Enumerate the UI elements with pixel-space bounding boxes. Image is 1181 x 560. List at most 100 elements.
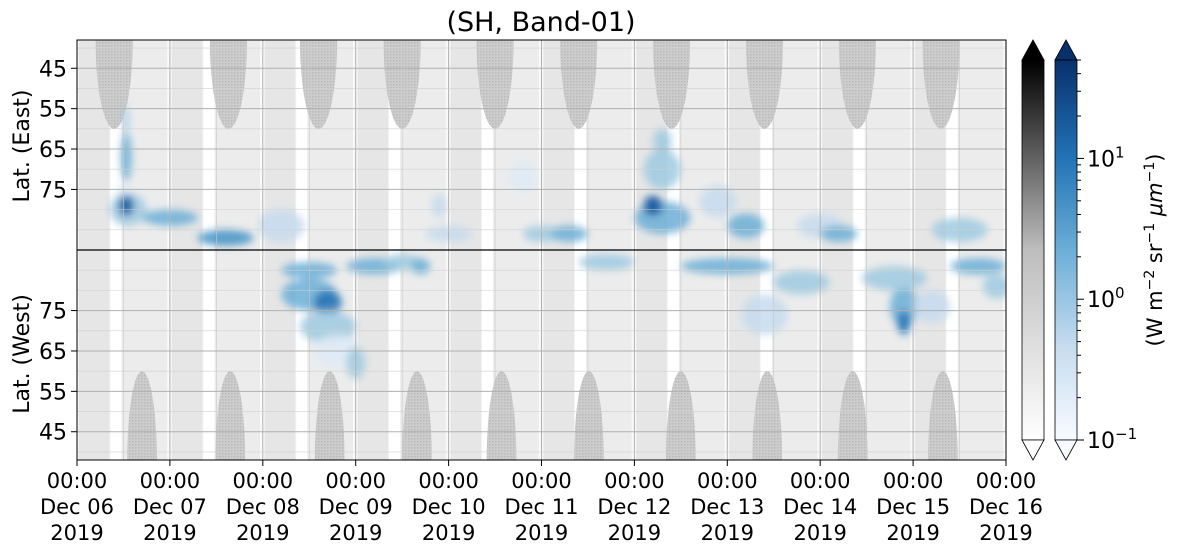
radiance-blob	[897, 310, 911, 335]
polar-cap-bottom	[215, 371, 246, 460]
x-tick-line: Dec 15	[876, 495, 950, 519]
x-tick-line: 2019	[886, 521, 939, 545]
x-tick-line: 00:00	[697, 469, 758, 493]
x-tick-label: 00:00 Dec 16 2019	[969, 469, 1043, 545]
radiance-blob	[727, 213, 765, 238]
colorbar-label-unit: μm	[1143, 182, 1167, 223]
x-tick-line: 2019	[979, 521, 1032, 545]
x-tick-line: Dec 14	[783, 495, 857, 519]
radiance-blob	[313, 290, 342, 315]
y-tick-label: 75	[39, 178, 67, 203]
y-tick-label: 75	[39, 300, 67, 325]
y-axis-upper-label: Lat. (East)	[10, 90, 35, 203]
polar-cap-bottom	[402, 371, 432, 460]
polar-cap-top	[209, 40, 248, 129]
colorbar-ticks: 101 100 10−1	[1077, 59, 1137, 454]
radiance-blob	[197, 229, 254, 246]
polar-cap-bottom	[127, 371, 157, 460]
y-tick-label: 45	[39, 421, 67, 446]
x-tick-line: 2019	[422, 521, 475, 545]
colorbar-label-exp3: −1	[1142, 162, 1158, 183]
colorbar-label-close: )	[1143, 154, 1167, 162]
x-tick-line: Dec 06	[40, 495, 114, 519]
x-tick-label: 00:00 Dec 11 2019	[504, 469, 578, 545]
radiance-blob	[741, 294, 788, 335]
radiance-blob	[652, 128, 672, 154]
x-tick-line: 00:00	[883, 469, 944, 493]
polar-cap-top	[922, 40, 960, 129]
x-tick-line: Dec 16	[969, 495, 1043, 519]
x-tick-label: 00:00 Dec 09 2019	[319, 469, 393, 545]
x-tick-label: 00:00 Dec 12 2019	[597, 469, 671, 545]
polar-cap-bottom	[837, 371, 868, 460]
x-tick-label: 00:00 Dec 08 2019	[226, 469, 300, 545]
radiance-blob	[411, 258, 431, 275]
x-tick-label: 00:00 Dec 07 2019	[133, 469, 207, 545]
radiance-blob	[120, 132, 132, 182]
colorbar-tick-label: 10−1	[1087, 425, 1137, 454]
chart-title: (SH, Band-01)	[446, 7, 635, 38]
colorbar-grey-extend-max	[1021, 39, 1045, 61]
x-tick-line: 00:00	[140, 469, 201, 493]
x-tick-line: 2019	[701, 521, 754, 545]
y-tick-label: 65	[39, 340, 67, 365]
plot-area	[77, 40, 1006, 460]
y-tick-label: 55	[39, 98, 67, 123]
x-tick-line: 00:00	[325, 469, 386, 493]
x-tick-line: 00:00	[790, 469, 851, 493]
colorbar-blue-bar	[1054, 59, 1078, 441]
polar-gap-caps	[95, 40, 960, 460]
radiance-blob	[773, 270, 830, 295]
x-tick-line: 00:00	[976, 469, 1037, 493]
x-tick-line: Dec 13	[690, 495, 764, 519]
x-tick-line: 2019	[515, 521, 568, 545]
x-tick-line: Dec 07	[133, 495, 207, 519]
x-tick-line: 2019	[608, 521, 661, 545]
colorbar-grey-extend-min	[1021, 439, 1045, 461]
colorbar-tick-label: 101	[1087, 143, 1125, 172]
x-tick-line: 2019	[793, 521, 846, 545]
radiance-blob	[299, 310, 356, 343]
x-tick-line: 2019	[143, 521, 196, 545]
colorbar-grey-bar	[1021, 59, 1045, 441]
polar-cap-bottom	[314, 371, 345, 460]
x-tick-label: 00:00 Dec 10 2019	[412, 469, 486, 545]
radiance-blob	[643, 195, 663, 216]
radiance-blob	[258, 209, 305, 242]
colorbar-grey	[1021, 39, 1045, 461]
y-tick-label: 55	[39, 380, 67, 405]
colorbar-label-main: (W m	[1143, 290, 1167, 346]
y-axis-ticks: 45 55 65 75 75 65 55 45	[39, 57, 77, 446]
y-tick-label: 65	[39, 138, 67, 163]
colorbar-label: (W m−2 sr−1 μm−1)	[1142, 154, 1167, 347]
x-tick-label: 00:00 Dec 06 2019	[40, 469, 114, 545]
radiance-blob	[550, 225, 588, 242]
polar-cap-bottom	[752, 371, 783, 460]
radiance-blob	[862, 266, 928, 291]
radiance-blob	[578, 254, 635, 271]
colorbar-blue-extend-min	[1054, 439, 1078, 461]
x-tick-line: 2019	[50, 521, 103, 545]
x-tick-label: 00:00 Dec 15 2019	[876, 469, 950, 545]
x-tick-line: 00:00	[511, 469, 572, 493]
radiance-blob	[634, 201, 691, 234]
x-tick-label: 00:00 Dec 13 2019	[690, 469, 764, 545]
radiance-blob	[699, 185, 737, 218]
x-tick-line: Dec 11	[504, 495, 578, 519]
radiance-blob	[913, 290, 951, 323]
x-tick-line: Dec 10	[412, 495, 486, 519]
radiance-blob	[431, 193, 447, 218]
radiance-blob	[123, 104, 130, 137]
radiance-blob	[950, 258, 1006, 275]
y-axis-lower-label: Lat. (West)	[10, 294, 35, 414]
x-tick-line: 2019	[236, 521, 289, 545]
x-tick-line: Dec 09	[319, 495, 393, 519]
polar-cap-bottom	[486, 371, 517, 460]
colorbar-label-sr: sr	[1143, 243, 1167, 270]
x-tick-label: 00:00 Dec 14 2019	[783, 469, 857, 545]
polar-cap-bottom	[927, 371, 958, 460]
x-tick-line: 00:00	[604, 469, 665, 493]
